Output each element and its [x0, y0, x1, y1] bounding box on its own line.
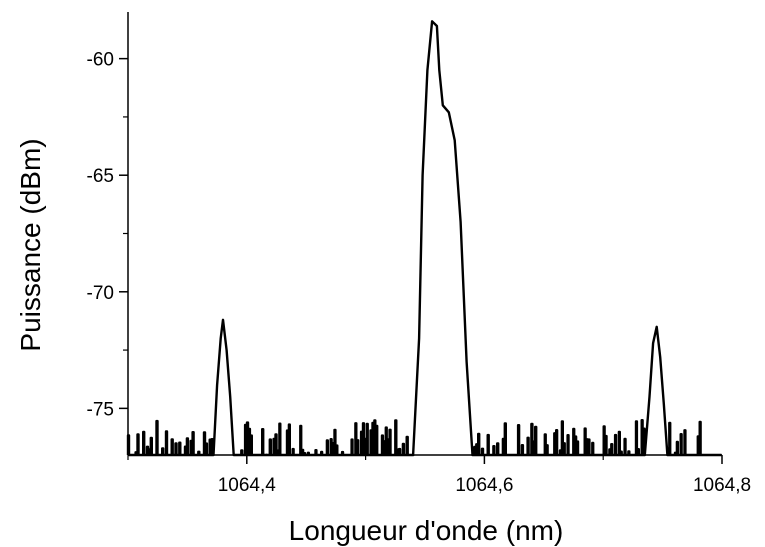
spectrum-line: [126, 20, 722, 457]
y-tick-label: -70: [87, 283, 114, 304]
x-tick-label: 1064,4: [218, 475, 277, 496]
y-tick-label: -75: [87, 399, 114, 420]
x-tick-label: 1064,8: [693, 475, 751, 496]
y-tick-label: -65: [87, 166, 114, 187]
x-tick-label: 1064,6: [455, 475, 513, 496]
y-ticks: -60 -65 -70 -75: [87, 50, 128, 420]
x-ticks: 1064,4 1064,6 1064,8: [127, 455, 751, 496]
y-tick-label: -60: [87, 50, 114, 71]
x-axis-title: Longueur d'onde (nm): [289, 515, 564, 546]
y-axis-title: Puissance (dBm): [15, 138, 46, 351]
